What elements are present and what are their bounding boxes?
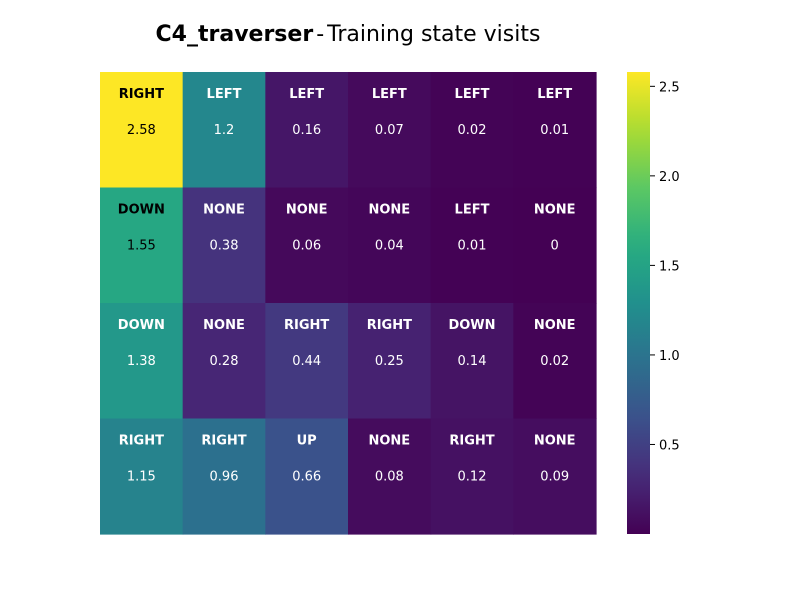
- cell-action-label: RIGHT: [367, 318, 412, 333]
- heatmap-cell: [265, 418, 349, 535]
- cell-action-label: LEFT: [537, 87, 572, 102]
- heatmap-cell: [430, 418, 514, 535]
- heatmap-cell: [100, 418, 184, 535]
- cell-action-label: RIGHT: [449, 434, 494, 449]
- cell-value-label: 1.55: [127, 239, 156, 254]
- cell-value-label: 0.25: [375, 354, 404, 369]
- cell-value-label: 1.38: [127, 354, 156, 369]
- heatmap-grid: RIGHT 2.58 LEFT 1.2 LEFT 0.16 LEFT 0.07 LEFT 0.02…: [100, 72, 597, 535]
- heatmap-cell: [100, 72, 184, 189]
- cell-action-label: RIGHT: [284, 318, 329, 333]
- heatmap-cell: [513, 303, 597, 420]
- cell-value-label: 0.02: [458, 123, 487, 138]
- cell-action-label: NONE: [368, 203, 410, 218]
- heatmap-cell: [513, 187, 597, 304]
- heatmap-cell: [265, 72, 349, 189]
- cell-action-label: LEFT: [289, 87, 324, 102]
- colorbar-tick-label: 1.0: [659, 349, 680, 364]
- heatmap-cell: [430, 72, 514, 189]
- cell-value-label: 0.12: [458, 470, 487, 485]
- cell-action-label: NONE: [534, 203, 576, 218]
- cell-action-label: DOWN: [448, 318, 495, 333]
- cell-action-label: NONE: [286, 203, 328, 218]
- chart-title: C4_traverser - Training state visits: [0, 22, 696, 47]
- cell-action-label: RIGHT: [119, 434, 164, 449]
- cell-action-label: DOWN: [118, 318, 165, 333]
- cell-value-label: 0.07: [375, 123, 404, 138]
- heatmap-cell: [182, 303, 266, 420]
- cell-action-label: UP: [297, 434, 317, 449]
- cell-action-label: NONE: [368, 434, 410, 449]
- chart-title-rest: Training state visits: [327, 22, 541, 47]
- heatmap-cell: [100, 187, 184, 304]
- colorbar-tick-label: 2.0: [659, 170, 680, 185]
- cell-value-label: 2.58: [127, 123, 156, 138]
- heatmap-cell: [182, 187, 266, 304]
- colorbar: 0.5 1.0 1.5 2.0 2.5: [627, 72, 680, 534]
- cell-action-label: LEFT: [455, 87, 490, 102]
- heatmap-cell: [182, 72, 266, 189]
- cell-value-label: 0.09: [540, 470, 569, 485]
- cell-action-label: LEFT: [207, 87, 242, 102]
- cell-value-label: 0: [551, 239, 559, 254]
- cell-value-label: 0.08: [375, 470, 404, 485]
- cell-value-label: 0.96: [210, 470, 239, 485]
- cell-value-label: 0.28: [210, 354, 239, 369]
- heatmap-cell: [100, 303, 184, 420]
- cell-action-label: LEFT: [455, 203, 490, 218]
- cell-value-label: 1.15: [127, 470, 156, 485]
- colorbar-tick-label: 2.5: [659, 80, 680, 95]
- colorbar-tick-label: 1.5: [659, 259, 680, 274]
- cell-value-label: 0.38: [210, 239, 239, 254]
- chart-title-bold: C4_traverser: [155, 22, 314, 47]
- heatmap-cell: [513, 72, 597, 189]
- cell-value-label: 0.04: [375, 239, 404, 254]
- colorbar-tick-label: 0.5: [659, 438, 680, 453]
- cell-value-label: 0.06: [292, 239, 321, 254]
- heatmap-cell: [348, 187, 432, 304]
- cell-action-label: DOWN: [118, 203, 165, 218]
- heatmap-cell: [348, 72, 432, 189]
- heatmap-cell: [513, 418, 597, 535]
- cell-value-label: 0.16: [292, 123, 321, 138]
- cell-action-label: NONE: [534, 434, 576, 449]
- heatmap-cell: [348, 303, 432, 420]
- cell-action-label: NONE: [203, 203, 245, 218]
- cell-value-label: 1.2: [214, 123, 235, 138]
- cell-value-label: 0.02: [540, 354, 569, 369]
- cell-value-label: 0.01: [458, 239, 487, 254]
- cell-value-label: 0.66: [292, 470, 321, 485]
- heatmap-cell: [265, 303, 349, 420]
- cell-action-label: LEFT: [372, 87, 407, 102]
- heatmap-cell: [348, 418, 432, 535]
- heatmap-cell: [430, 303, 514, 420]
- chart-title-separator: -: [316, 22, 325, 47]
- cell-value-label: 0.01: [540, 123, 569, 138]
- heatmap-cell: [430, 187, 514, 304]
- cell-value-label: 0.44: [292, 354, 321, 369]
- cell-action-label: NONE: [534, 318, 576, 333]
- heatmap-cell: [182, 418, 266, 535]
- cell-action-label: RIGHT: [201, 434, 246, 449]
- colorbar-gradient: [627, 72, 650, 534]
- heatmap-cell: [265, 187, 349, 304]
- cell-value-label: 0.14: [458, 354, 487, 369]
- cell-action-label: RIGHT: [119, 87, 164, 102]
- cell-action-label: NONE: [203, 318, 245, 333]
